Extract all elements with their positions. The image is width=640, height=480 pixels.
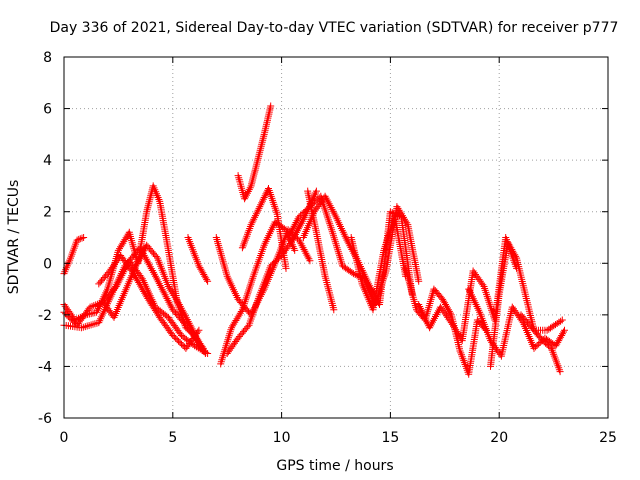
x-axis-label: GPS time / hours — [276, 458, 393, 474]
series-arc-7 — [184, 234, 212, 285]
series-arc-16 — [347, 213, 410, 314]
chart-title: Day 336 of 2021, Sidereal Day-to-day VTE… — [50, 20, 619, 36]
x-tick-label: 10 — [273, 430, 291, 446]
data-marker-trace — [217, 218, 299, 368]
y-tick-label: 0 — [43, 256, 52, 272]
series-arc-17 — [402, 264, 490, 378]
data-marker-trace — [402, 264, 490, 378]
series-arc-19 — [465, 285, 568, 360]
x-tick-label: 20 — [490, 430, 508, 446]
y-tick-label: 2 — [43, 205, 52, 221]
series-arc-9 — [217, 218, 299, 368]
data-marker-trace — [465, 285, 568, 360]
series-arc-8 — [212, 226, 314, 319]
plot-frame — [63, 56, 609, 419]
x-tick-label: 0 — [60, 430, 69, 446]
series-arc-15 — [304, 187, 338, 314]
y-tick-label: 4 — [43, 153, 52, 169]
series-arc-21 — [517, 311, 566, 334]
data-marker-trace — [238, 185, 290, 272]
y-tick-label: 8 — [43, 50, 52, 66]
data-marker-trace — [487, 239, 564, 376]
y-tick-label: -2 — [38, 308, 52, 324]
series-arc-6 — [99, 241, 207, 355]
y-tick-label: -4 — [38, 359, 52, 375]
data-marker-trace — [184, 234, 212, 285]
series-arc-12 — [238, 185, 290, 272]
axis-ticks: 0 5 10 15 20 25 -6 -4 -2 0 2 4 6 8 — [38, 50, 617, 446]
x-tick-label: 15 — [381, 430, 399, 446]
data-marker-trace — [517, 311, 566, 334]
series-arc-11 — [234, 102, 275, 203]
grid-lines — [64, 57, 608, 418]
data-marker-trace — [212, 226, 314, 319]
data-marker-trace — [234, 102, 275, 203]
y-tick-label: 6 — [43, 102, 52, 118]
y-tick-label: -6 — [38, 411, 52, 427]
data-marker-trace — [99, 241, 207, 355]
data-marker-trace — [304, 187, 338, 314]
y-axis-label: SDTVAR / TECUs — [6, 180, 22, 295]
data-points — [60, 102, 568, 378]
series-arc-20 — [487, 239, 564, 376]
x-tick-label: 25 — [599, 430, 617, 446]
x-tick-label: 5 — [168, 430, 177, 446]
data-marker-trace — [347, 213, 410, 314]
